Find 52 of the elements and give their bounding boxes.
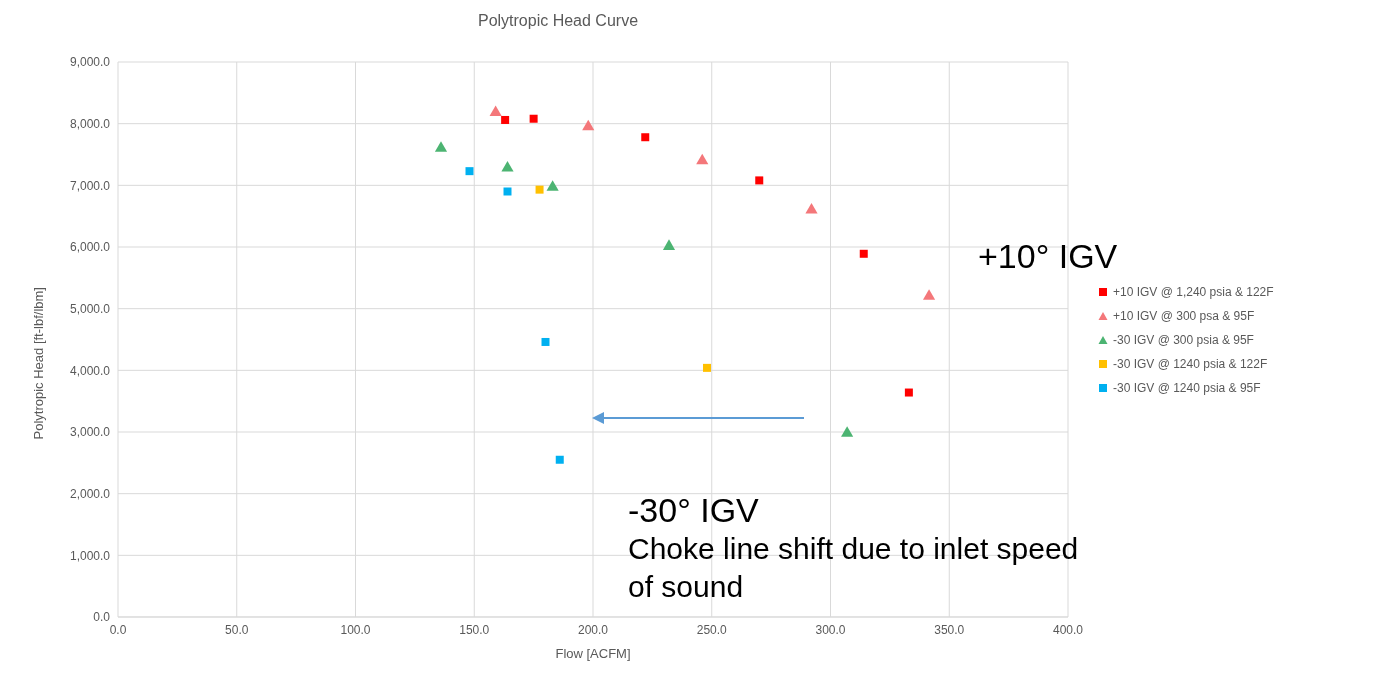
x-tick-label: 400.0	[1052, 622, 1084, 637]
x-tick-label: 150.0	[459, 622, 490, 637]
point	[582, 119, 595, 131]
y-tick-label: 9,000.0	[69, 55, 111, 70]
annotation: -30° IGV	[628, 490, 759, 531]
annotation: Choke line shift due to inlet speed of sound	[628, 531, 1080, 605]
x-tick-label: 50.0	[225, 622, 249, 637]
point	[434, 141, 448, 152]
point	[489, 105, 502, 117]
point	[546, 180, 559, 191]
point	[501, 161, 514, 172]
y-tick-label: 6,000.0	[69, 240, 111, 255]
y-tick-label: 1,000.0	[69, 548, 111, 563]
annotation: +10° IGV	[978, 236, 1118, 277]
x-tick-label: 0.0	[109, 622, 127, 637]
chart-title: Polytropic Head Curve	[476, 12, 640, 30]
point	[755, 176, 764, 185]
y-tick-label: 8,000.0	[69, 116, 111, 131]
y-tick-label: 4,000.0	[69, 363, 111, 378]
x-tick-label: 350.0	[934, 622, 965, 637]
point	[465, 167, 474, 176]
x-tick-label: 200.0	[577, 622, 609, 637]
y-axis-title: Polytropic Head [ft-lbf/lbm]	[30, 287, 46, 440]
point	[641, 133, 650, 142]
point	[904, 388, 913, 397]
legend-label: -30 IGV @ 1240 psia & 95F	[1113, 381, 1261, 395]
point	[535, 185, 544, 194]
point	[841, 426, 854, 437]
y-tick-label: 2,000.0	[69, 486, 111, 501]
legend-label: +10 IGV @ 1,240 psia & 122F	[1113, 285, 1274, 299]
y-tick-label: 0.0	[93, 610, 111, 625]
legend-label: -30 IGV @ 300 psia & 95F	[1113, 333, 1254, 347]
x-tick-label: 100.0	[340, 622, 371, 637]
point	[696, 153, 709, 165]
legend-label: -30 IGV @ 1240 psia & 122F	[1113, 357, 1268, 371]
legend-label: +10 IGV @ 300 psa & 95F	[1113, 309, 1255, 323]
point	[703, 363, 711, 372]
y-tick-label: 3,000.0	[69, 425, 111, 440]
point	[922, 289, 936, 300]
point	[859, 249, 868, 258]
x-tick-label: 250.0	[696, 622, 728, 637]
point	[501, 115, 510, 124]
y-tick-label: 7,000.0	[69, 178, 111, 193]
x-axis-title: Flow [ACFM]	[555, 646, 631, 661]
x-tick-label: 300.0	[815, 622, 846, 637]
point	[529, 114, 538, 123]
point	[503, 187, 512, 196]
point	[805, 202, 818, 214]
point	[662, 239, 676, 250]
point	[541, 337, 550, 346]
y-tick-label: 5,000.0	[69, 301, 111, 316]
point	[555, 455, 564, 464]
